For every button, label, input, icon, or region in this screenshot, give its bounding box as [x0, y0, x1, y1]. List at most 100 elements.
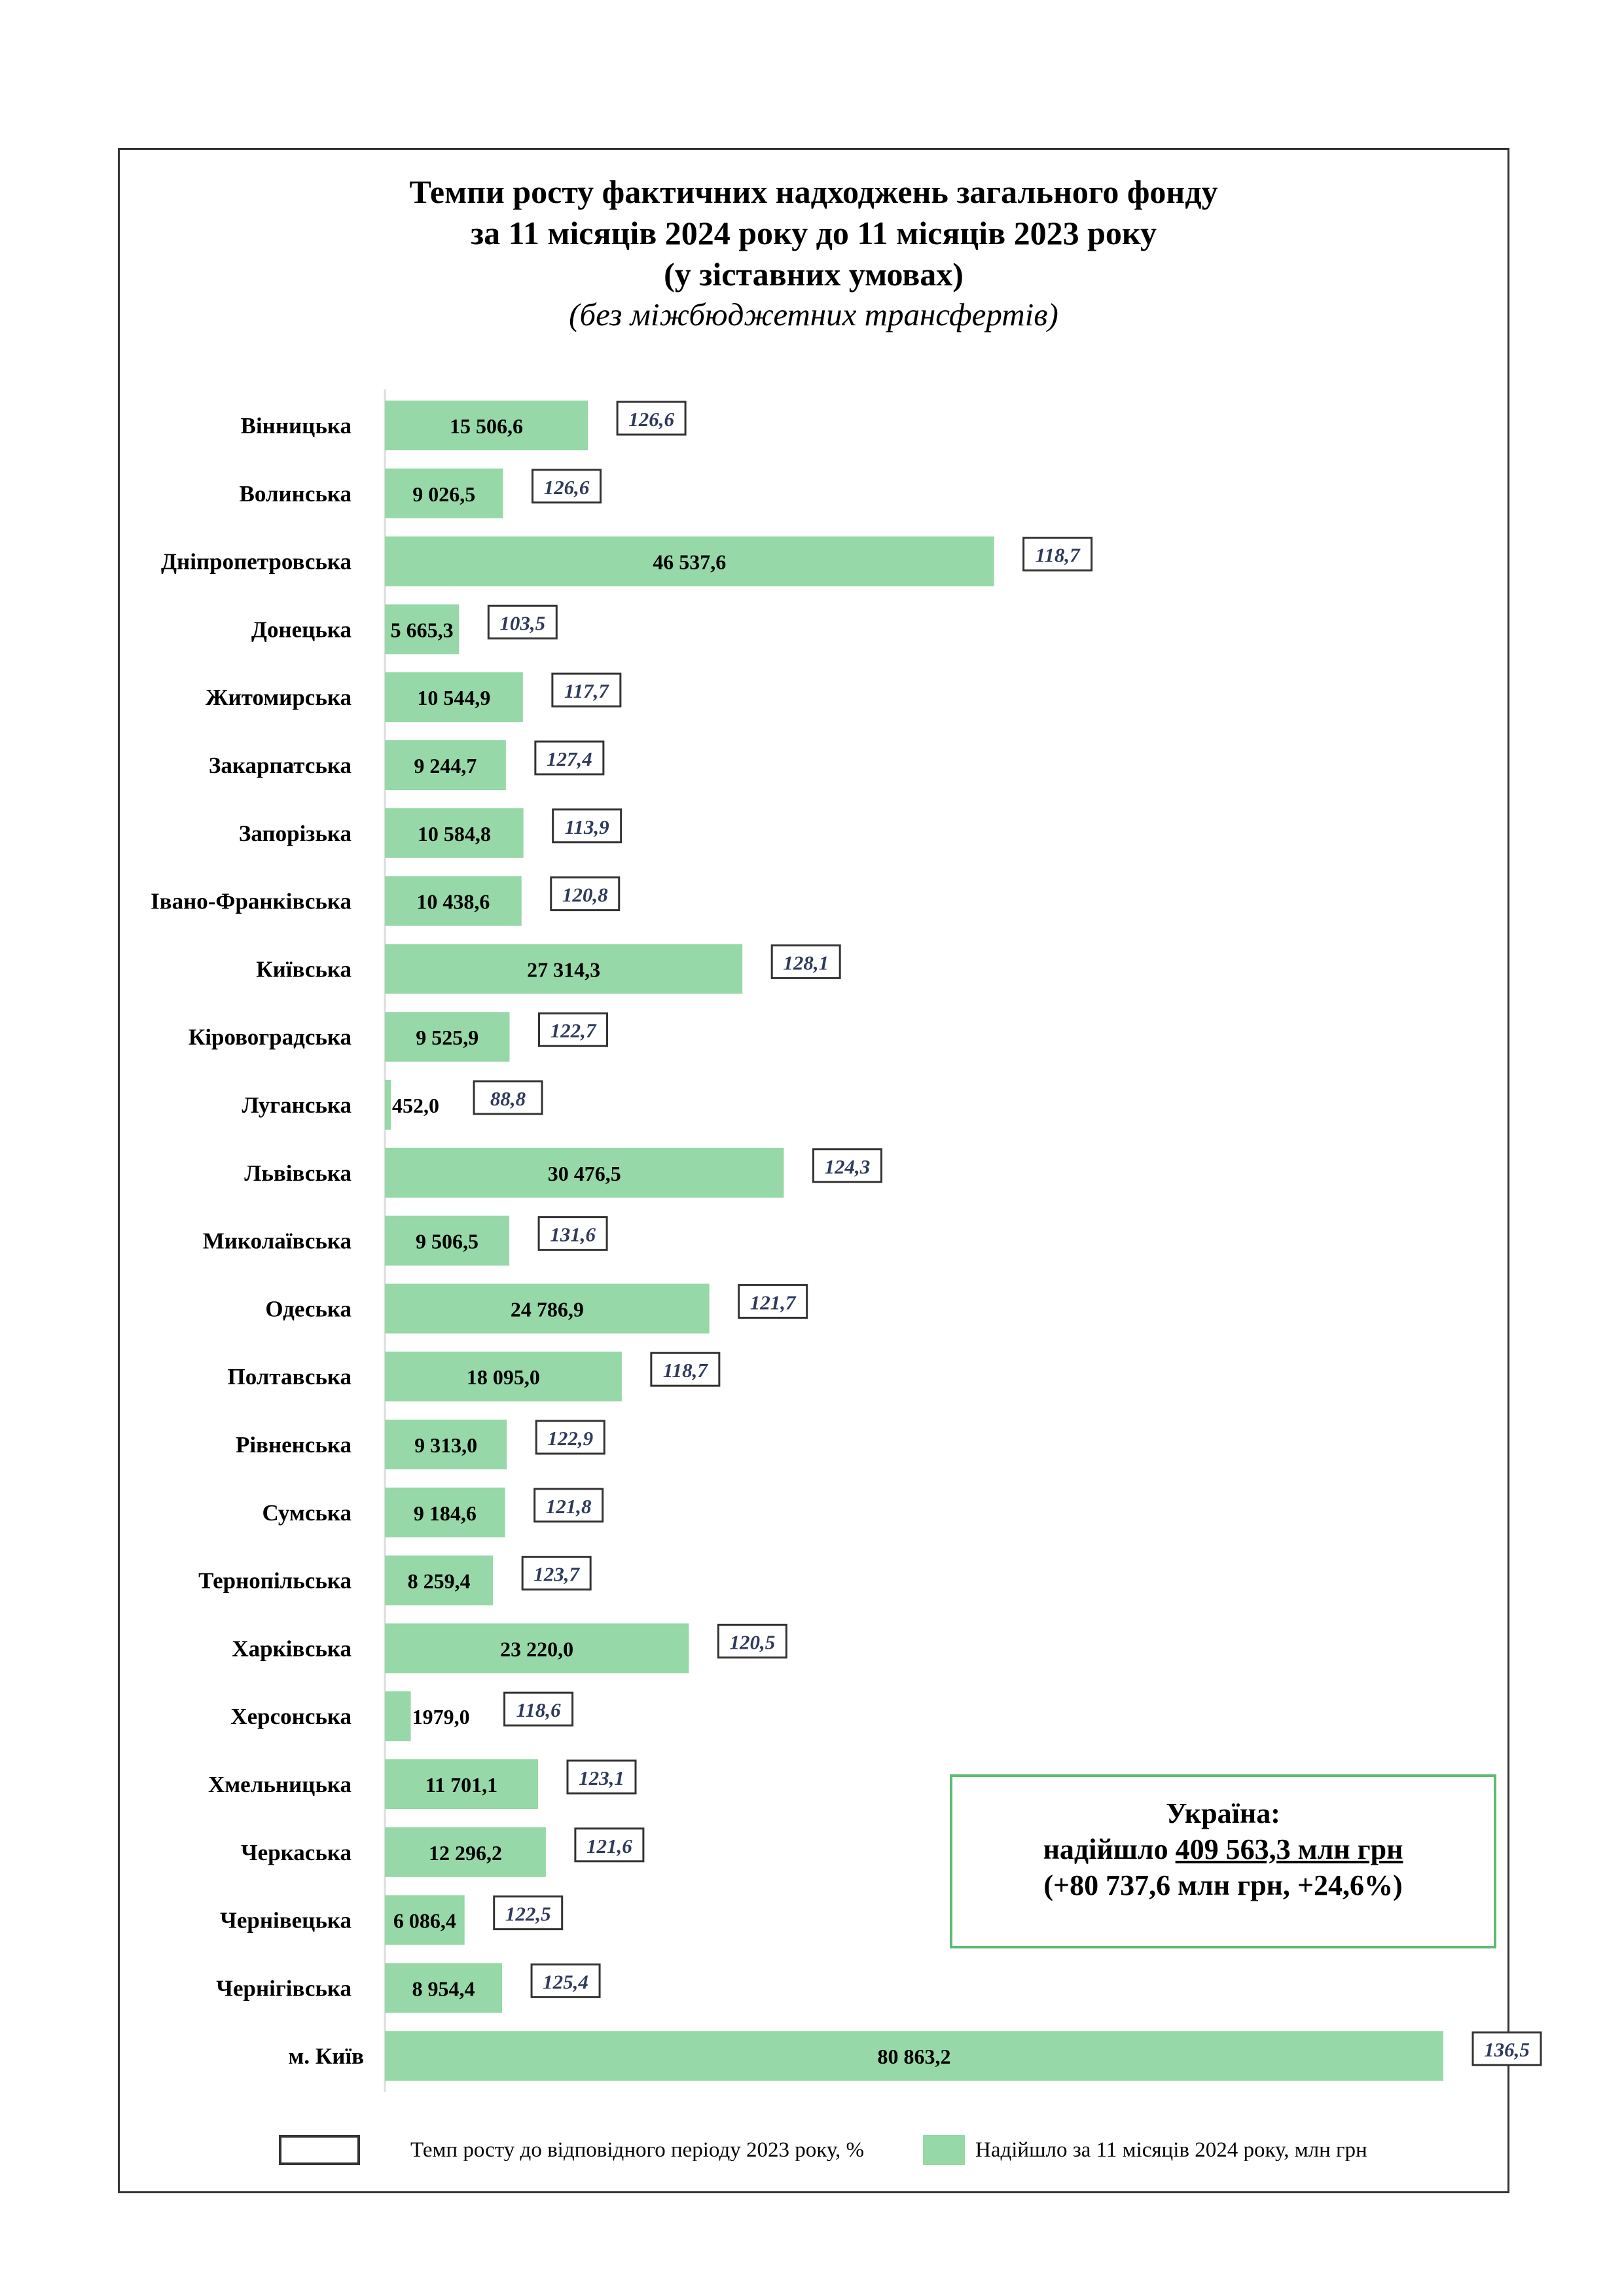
bar	[385, 1215, 510, 1266]
bar	[385, 468, 503, 518]
category-label: Миколаївська	[203, 1229, 352, 1254]
category-label: Чернівецька	[220, 1908, 352, 1933]
growth-rate-box	[537, 1216, 608, 1251]
chart-subtitle: (без міжбюджетних трансфертів)	[569, 296, 1058, 332]
growth-rate-label: 127,4	[547, 747, 592, 770]
legend-amount-swatch	[923, 2135, 965, 2165]
bar	[385, 1759, 538, 1809]
value-label: 9 506,5	[416, 1230, 478, 1253]
growth-rate-box	[503, 1691, 574, 1727]
growth-rate-box	[535, 1420, 605, 1455]
growth-rate-box	[574, 1827, 645, 1863]
growth-rate-label: 117,7	[564, 679, 610, 702]
value-label: 10 438,6	[416, 890, 490, 914]
bar	[385, 401, 588, 450]
growth-rate-label: 121,7	[750, 1291, 797, 1314]
value-label: 5 665,3	[391, 618, 454, 641]
growth-rate-box	[532, 469, 602, 504]
value-label: 9 525,9	[416, 1026, 478, 1049]
bar	[385, 536, 994, 586]
category-label: Дніпропетровська	[161, 549, 352, 575]
category-label: Івано-Франківська	[151, 889, 352, 914]
category-label: Житомирська	[206, 685, 352, 710]
category-label: Полтавська	[227, 1364, 352, 1390]
growth-rate-label: 118,7	[1036, 544, 1081, 567]
growth-rate-box	[537, 1012, 608, 1047]
growth-rate-label: 124,3	[825, 1155, 871, 1178]
growth-rate-label: 122,5	[505, 1903, 551, 1926]
value-label: 24 786,9	[511, 1297, 584, 1321]
growth-rate-box	[551, 672, 622, 708]
category-label: Хмельницька	[208, 1772, 352, 1797]
bar	[385, 2031, 1443, 2081]
growth-rate-label: 103,5	[499, 611, 545, 634]
growth-rate-box	[717, 1623, 787, 1659]
growth-rate-label: 121,6	[586, 1835, 632, 1857]
bar	[385, 876, 522, 926]
growth-rate-label: 113,9	[565, 816, 609, 838]
title-line-3: (у зіставних умовах)	[664, 256, 964, 293]
category-label: Луганська	[242, 1092, 352, 1118]
bar	[385, 808, 524, 858]
value-label: 30 476,5	[548, 1162, 621, 1185]
category-label: Запорізька	[239, 821, 352, 846]
legend-amount-label: Надійшло за 11 місяців 2024 року, млн гр…	[975, 2138, 1367, 2162]
ukraine-summary-box: Україна: надійшло 409 563,3 млн грн (+80…	[950, 1774, 1496, 1948]
growth-rate-box	[770, 944, 841, 979]
bar	[385, 944, 743, 994]
category-label: Кіровоградська	[189, 1024, 352, 1050]
growth-rate-box	[650, 1352, 721, 1387]
category-label: Чернігівська	[216, 1975, 352, 2001]
value-label: 9 244,7	[414, 754, 477, 778]
category-label: Харківська	[232, 1636, 352, 1661]
growth-rate-box	[534, 740, 605, 776]
value-label: 8 259,4	[408, 1570, 471, 1593]
category-label: Львівська	[244, 1160, 352, 1186]
value-label: 10 544,9	[417, 686, 490, 709]
growth-rate-box	[1471, 2031, 1542, 2066]
value-label: 15 506,6	[450, 414, 523, 438]
growth-rate-label: 131,6	[550, 1223, 596, 1246]
category-label: Вінницька	[241, 413, 352, 439]
title-line-1: Темпи росту фактичних надходжень загальн…	[409, 173, 1218, 210]
growth-rate-box	[487, 604, 558, 639]
growth-rate-label: 121,8	[546, 1495, 592, 1518]
value-label: 18 095,0	[467, 1365, 540, 1389]
bar	[385, 1623, 689, 1674]
bar	[385, 740, 506, 790]
growth-rate-label: 126,6	[544, 476, 590, 499]
growth-rate-label: 118,6	[516, 1698, 562, 1721]
category-label: Закарпатська	[209, 753, 352, 778]
category-label: Черкаська	[241, 1840, 352, 1865]
growth-rate-box	[521, 1556, 592, 1591]
growth-rate-box	[493, 1895, 564, 1931]
legend-rate-label: Темп росту до відповідного періоду 2023 …	[410, 2138, 865, 2162]
title-line-2: за 11 місяців 2024 року до 11 місяців 20…	[471, 215, 1157, 251]
growth-rate-label: 122,7	[550, 1019, 597, 1042]
growth-rate-box	[533, 1488, 604, 1523]
category-label: Донецька	[251, 617, 352, 642]
value-label: 9 026,5	[412, 482, 475, 506]
summary-received-amount: 409 563,3 млн грн	[1175, 1833, 1403, 1865]
value-label: 1979,0	[412, 1705, 470, 1729]
value-label: 9 313,0	[414, 1433, 477, 1457]
summary-received-prefix: надійшло	[1043, 1833, 1176, 1865]
growth-rate-label: 122,9	[547, 1427, 593, 1450]
bar	[385, 1420, 507, 1469]
category-label: Сумська	[262, 1500, 352, 1526]
category-label: м. Київ	[288, 2043, 364, 2069]
growth-rate-label: 128,1	[783, 951, 829, 974]
summary-heading: Україна:	[1166, 1797, 1280, 1829]
legend-rate-swatch	[279, 2135, 360, 2165]
growth-rate-box	[552, 808, 623, 844]
value-label: 23 220,0	[500, 1637, 573, 1660]
chart-title-block: Темпи росту фактичних надходжень загальн…	[118, 171, 1509, 334]
growth-rate-box	[616, 401, 687, 436]
growth-rate-box	[738, 1283, 808, 1319]
growth-rate-label: 123,7	[533, 1563, 580, 1586]
bar	[385, 604, 460, 655]
growth-rate-label: 120,8	[562, 884, 608, 906]
bar	[385, 1691, 411, 1742]
bar	[385, 1352, 622, 1402]
